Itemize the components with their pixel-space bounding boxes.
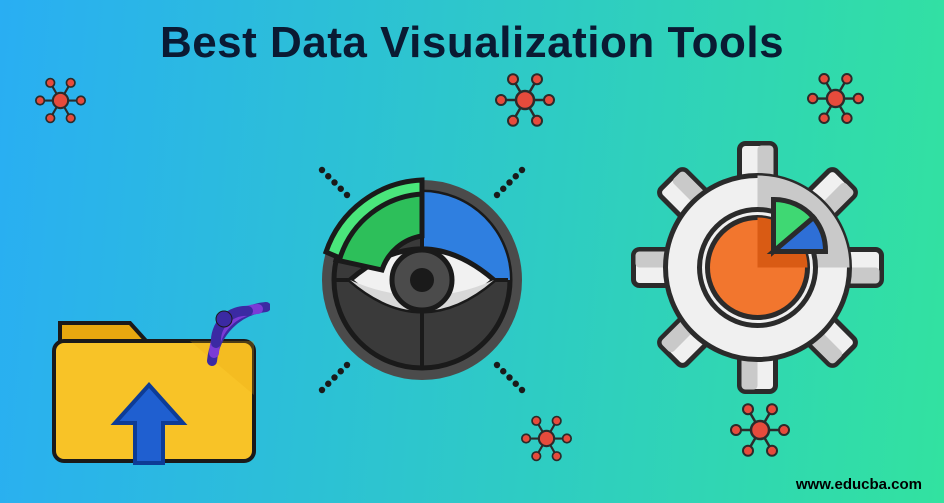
page-title: Best Data Visualization Tools	[0, 18, 944, 68]
network-node-icon	[730, 400, 790, 460]
folder-upload-icon	[40, 275, 270, 485]
network-node-icon	[807, 70, 864, 127]
network-node-icon	[521, 413, 572, 464]
gear-pie-icon	[625, 135, 890, 400]
eye-gauge-icon	[292, 140, 552, 400]
network-node-icon	[35, 75, 86, 126]
footer-url: www.educba.com	[796, 476, 922, 493]
network-node-icon	[495, 70, 555, 130]
